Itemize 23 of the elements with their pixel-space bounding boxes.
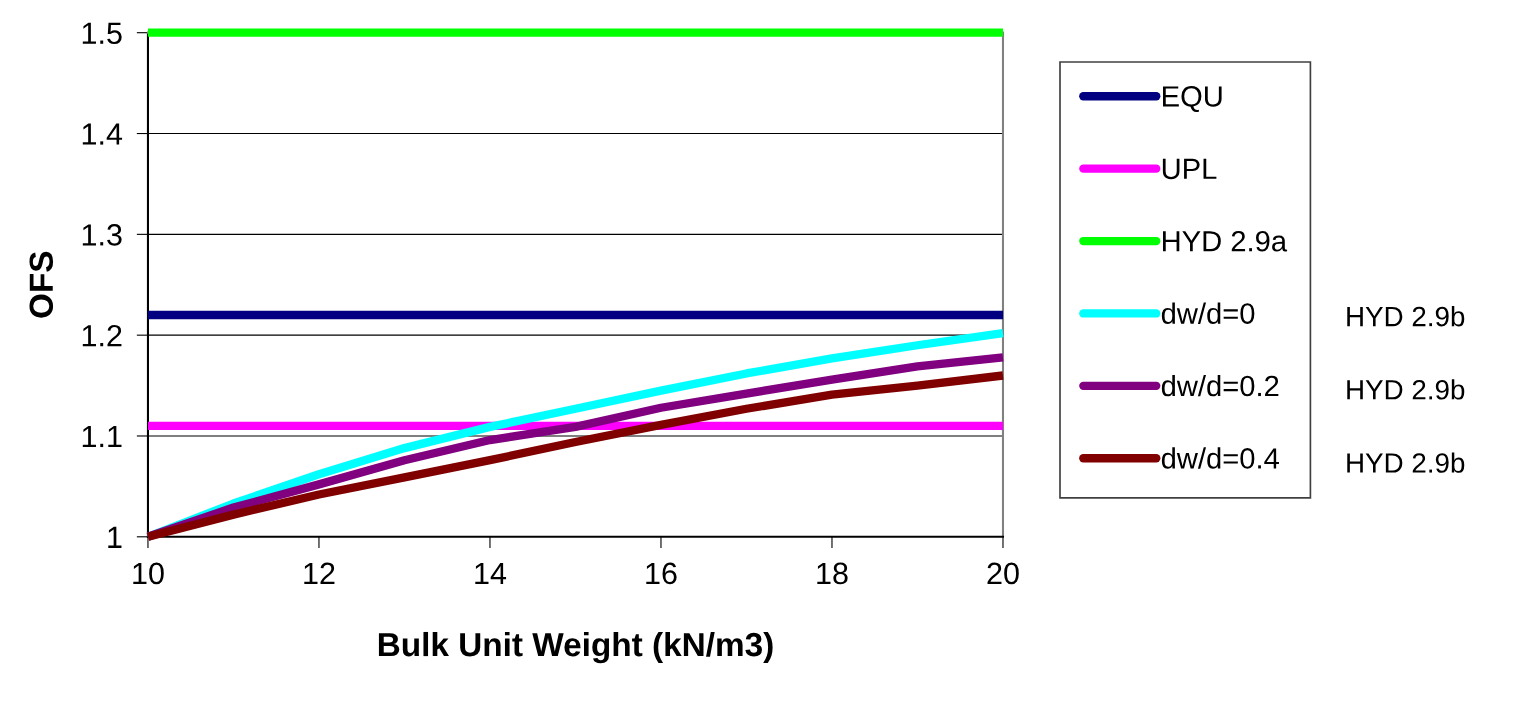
text: HYD 2.9b	[1347, 306, 1465, 327]
legend-label: EQU	[1163, 86, 1222, 112]
text: HYD 2.9b	[1347, 379, 1465, 400]
legend-label: dw/d=0.2	[1161, 374, 1279, 397]
y-tick-label: 1.2	[82, 324, 122, 347]
legend-label: UPL	[1162, 158, 1217, 180]
x-tick-label: 12	[304, 562, 335, 584]
y-tick-label: 1.1	[82, 426, 122, 448]
y-tick-label: 1	[108, 526, 122, 548]
y-tick-label: 1.4	[82, 123, 123, 145]
x-tick-label: 14	[475, 562, 507, 584]
legend-label: HYD 2.9a	[1163, 230, 1288, 252]
y-axis-title: OFS	[29, 251, 54, 318]
x-tick-label: 20	[987, 562, 1019, 585]
text: HYD 2.9b	[1347, 452, 1465, 473]
x-axis-title: Bulk Unit Weight (kN/m3)	[378, 631, 773, 664]
legend-label: dw/d=0	[1161, 302, 1255, 324]
y-tick-label: 1.3	[82, 224, 122, 246]
x-tick-label: 10	[133, 562, 164, 585]
x-tick-label: 18	[817, 562, 848, 585]
legend-label: dw/d=0.4	[1161, 447, 1279, 469]
y-tick-label: 1.5	[82, 22, 122, 45]
x-tick-label: 16	[646, 562, 677, 585]
